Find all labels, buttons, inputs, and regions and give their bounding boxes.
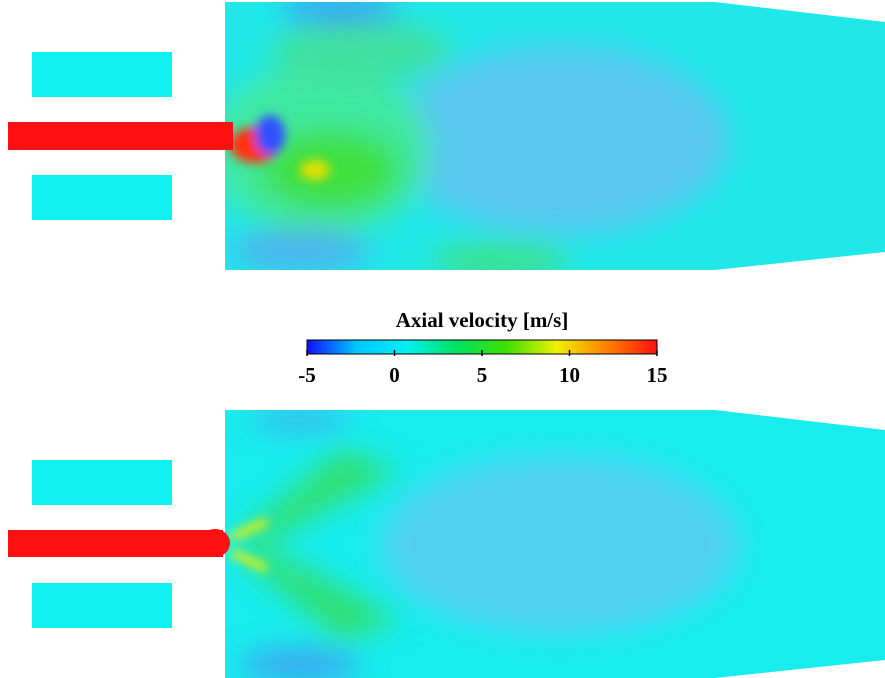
tick-label: -5	[298, 363, 316, 387]
coflow-inlet	[32, 460, 172, 505]
tick-label: 5	[477, 363, 488, 387]
colorbar-title: Axial velocity [m/s]	[396, 308, 569, 332]
coflow-inlet	[32, 52, 172, 97]
jet	[8, 122, 233, 150]
coflow-inlet	[32, 175, 172, 220]
instantaneous-field	[8, 2, 885, 270]
coflow-inlet	[32, 583, 172, 628]
mean-field	[8, 410, 885, 678]
tick-label: 15	[647, 363, 668, 387]
tick-label: 0	[389, 363, 400, 387]
colorbar: Axial velocity [m/s] -5 0 5 10 15	[298, 308, 667, 387]
jet	[8, 530, 223, 557]
tick-label: 10	[559, 363, 580, 387]
